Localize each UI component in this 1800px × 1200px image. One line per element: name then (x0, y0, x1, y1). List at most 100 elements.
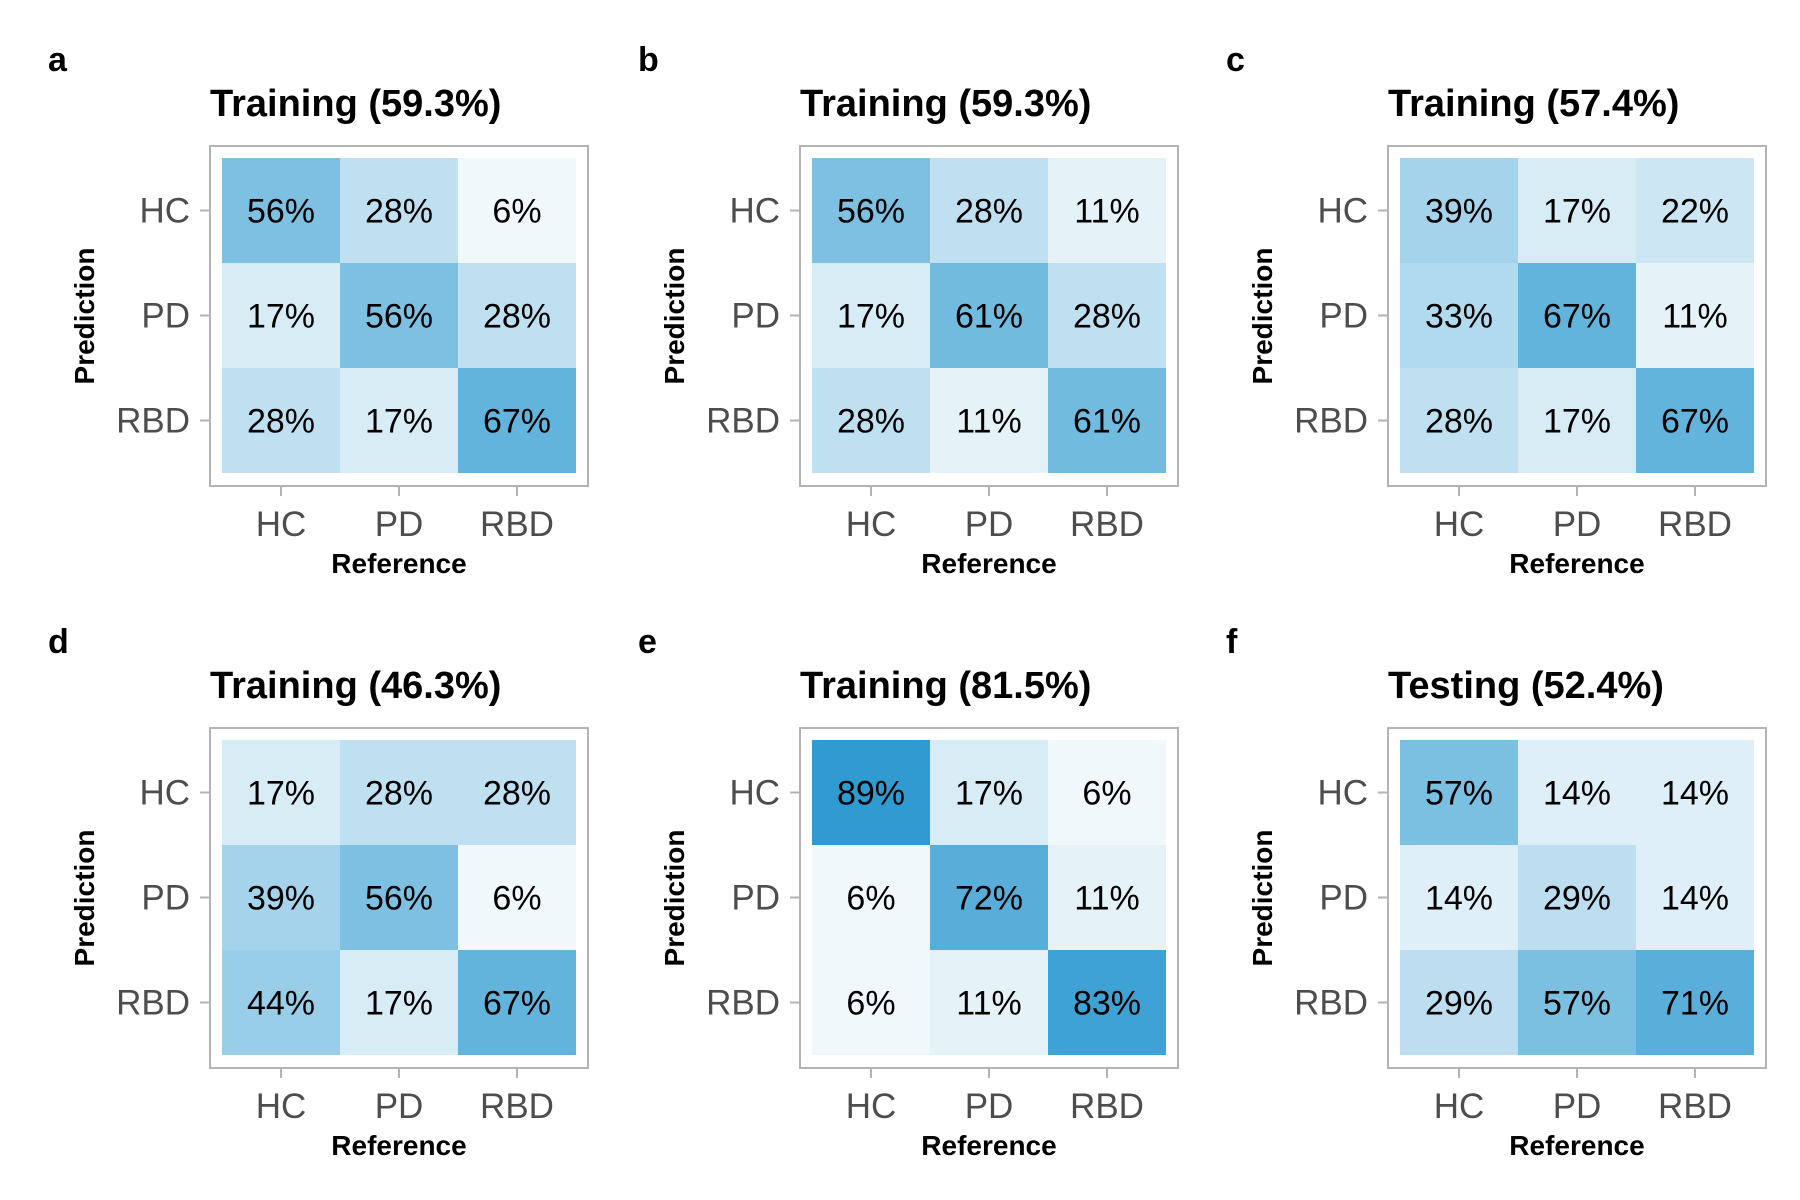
heatmap-cell (1048, 263, 1166, 368)
x-axis-title: Reference (1509, 1130, 1644, 1161)
y-tick-label: HC (729, 774, 780, 813)
cell-value-label: 56% (837, 193, 905, 231)
cell-value-label: 28% (483, 775, 551, 813)
cell-value-label: 56% (247, 193, 315, 231)
heatmap-cell (222, 740, 340, 845)
panel-d: d Training (46.3%) 17% 28% 28% 39% 56% 6% 44% 17%… (48, 623, 589, 1161)
x-tick-label: HC (1434, 505, 1485, 544)
heatmap-cell (812, 950, 930, 1055)
heatmap-cell (930, 950, 1048, 1055)
heatmap-cell (1636, 368, 1754, 473)
panel-title: Testing (52.4%) (1388, 665, 1664, 707)
heatmap-cell (930, 368, 1048, 473)
panel-b: b Training (59.3%) 56% 28% 11% 17% 61% 28% 28% 11… (638, 41, 1179, 579)
heatmap-cell (930, 845, 1048, 950)
y-tick-label: PD (731, 297, 780, 336)
heatmap-cell (812, 845, 930, 950)
y-axis-title: Prediction (659, 830, 690, 967)
panel-e: e Training (81.5%) 89% 17% 6% 6% 72% 11% 6% 11% 83… (638, 623, 1179, 1161)
heatmap-cell (340, 740, 458, 845)
y-tick-label: HC (1317, 192, 1368, 231)
heatmap-cell (1048, 845, 1166, 950)
x-tick-label: RBD (1658, 505, 1732, 544)
heatmap-cell (340, 263, 458, 368)
heatmap-cell (1400, 950, 1518, 1055)
heatmap-cell (458, 950, 576, 1055)
heatmap-cell (222, 263, 340, 368)
cell-value-label: 28% (247, 403, 315, 441)
panel-title: Training (81.5%) (800, 665, 1091, 707)
x-tick-label: HC (846, 505, 897, 544)
heatmap-cell (1636, 158, 1754, 263)
cell-value-label: 17% (837, 298, 905, 336)
panel-c: c Training (57.4%) 39% 17% 22% 33% 67% 11% 28% 17… (1226, 41, 1767, 579)
x-tick-label: RBD (480, 1087, 554, 1126)
y-axis-title: Prediction (659, 248, 690, 385)
y-tick-label: PD (141, 297, 190, 336)
cell-value-label: 14% (1543, 775, 1611, 813)
x-axis-title: Reference (921, 548, 1056, 579)
y-tick-label: PD (141, 879, 190, 918)
heatmap-cell (812, 368, 930, 473)
cell-value-label: 14% (1661, 880, 1729, 918)
heatmap-cell (1048, 158, 1166, 263)
heatmap-cell (340, 368, 458, 473)
panel-a: a Training (59.3%) 56% 28% 6% 17% 56% 28% 28% 17%… (48, 41, 589, 579)
cell-value-label: 33% (1425, 298, 1493, 336)
heatmap-cell (1400, 263, 1518, 368)
cell-value-label: 67% (1661, 403, 1729, 441)
y-axis-title: Prediction (69, 248, 100, 385)
x-tick-label: HC (256, 1087, 307, 1126)
heatmap-cell (1518, 368, 1636, 473)
y-tick-label: PD (1319, 297, 1368, 336)
cell-value-label: 56% (365, 880, 433, 918)
x-axis-title: Reference (331, 548, 466, 579)
cell-value-label: 17% (365, 403, 433, 441)
panel-letter: d (48, 623, 69, 661)
x-tick-label: HC (846, 1087, 897, 1126)
panel-letter: c (1226, 41, 1245, 79)
cell-value-label: 28% (365, 775, 433, 813)
heatmap-cell (458, 158, 576, 263)
y-tick-label: RBD (706, 402, 780, 441)
cell-value-label: 17% (247, 775, 315, 813)
cell-value-label: 71% (1661, 985, 1729, 1023)
heatmap-cell (1636, 740, 1754, 845)
cell-value-label: 17% (955, 775, 1023, 813)
heatmap-cell (1518, 158, 1636, 263)
cell-value-label: 11% (1662, 298, 1728, 336)
cell-value-label: 11% (956, 985, 1022, 1023)
cell-value-label: 57% (1425, 775, 1493, 813)
cell-value-label: 83% (1073, 985, 1141, 1023)
x-axis-title: Reference (331, 1130, 466, 1161)
heatmap-cell (1048, 368, 1166, 473)
cell-value-label: 57% (1543, 985, 1611, 1023)
cell-value-label: 28% (955, 193, 1023, 231)
cell-value-label: 14% (1425, 880, 1493, 918)
x-tick-label: RBD (1070, 1087, 1144, 1126)
heatmap-cell (458, 845, 576, 950)
heatmap-cell (1048, 740, 1166, 845)
y-tick-label: HC (139, 192, 190, 231)
cell-value-label: 28% (837, 403, 905, 441)
y-tick-label: HC (139, 774, 190, 813)
y-tick-label: HC (729, 192, 780, 231)
heatmap-cell (930, 263, 1048, 368)
y-tick-label: PD (731, 879, 780, 918)
heatmap-cell (1636, 263, 1754, 368)
x-tick-label: PD (1553, 505, 1602, 544)
cell-value-label: 29% (1425, 985, 1493, 1023)
cell-value-label: 17% (247, 298, 315, 336)
x-tick-label: HC (1434, 1087, 1485, 1126)
cell-value-label: 6% (492, 193, 541, 231)
cell-value-label: 72% (955, 880, 1023, 918)
heatmap-cell (1400, 158, 1518, 263)
cell-value-label: 44% (247, 985, 315, 1023)
panel-title: Training (59.3%) (210, 83, 501, 125)
heatmap-cell (222, 368, 340, 473)
x-tick-label: PD (1553, 1087, 1602, 1126)
panel-title: Training (59.3%) (800, 83, 1091, 125)
y-tick-label: RBD (116, 402, 190, 441)
cell-value-label: 61% (955, 298, 1023, 336)
